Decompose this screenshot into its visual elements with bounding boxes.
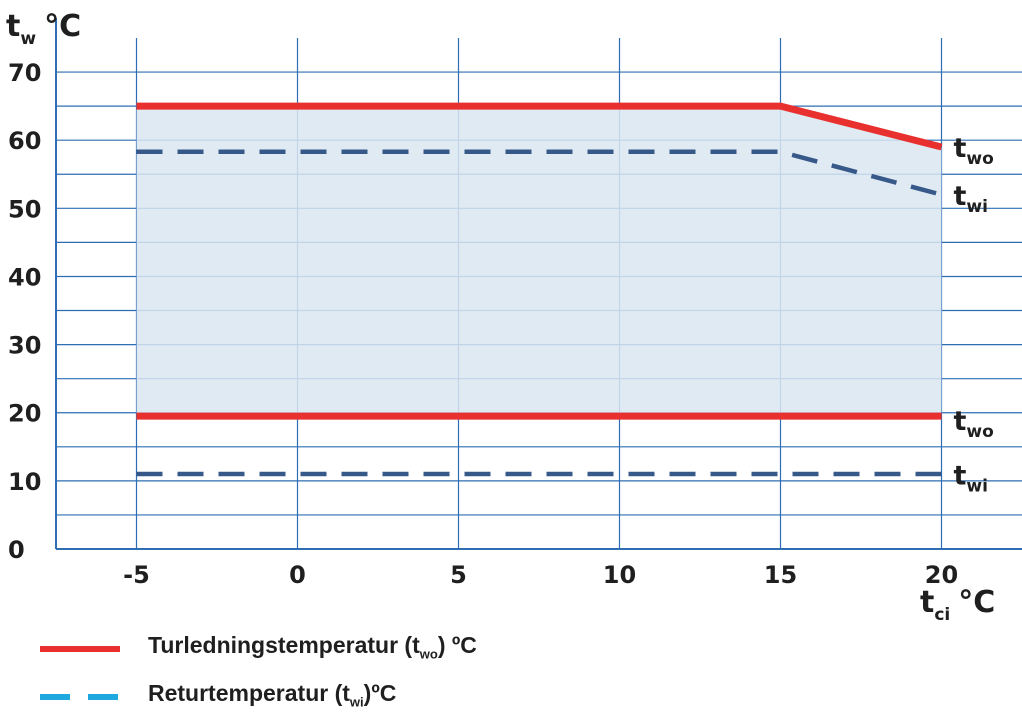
x-tick-label: 20 (925, 561, 958, 589)
x-tick-label: 0 (289, 561, 306, 589)
x-axis-label: tci °C (920, 585, 995, 620)
line-label: two (954, 406, 994, 442)
x-tick-label: 5 (450, 561, 467, 589)
legend-item-flow: Turledningstemperatur (two) ºC (40, 628, 740, 668)
y-tick-label: 60 (8, 127, 41, 155)
series-line-wi_upper (136, 149, 943, 197)
y-tick-label: 30 (8, 332, 41, 360)
line-label: twi (954, 181, 988, 217)
y-tick-label: 20 (8, 400, 41, 428)
x-tick-label: 15 (764, 561, 797, 589)
x-tick-label: -5 (123, 561, 150, 589)
y-tick-label: 50 (8, 195, 41, 223)
y-tick-labels: 0 10 20 30 40 50 60 70 (8, 59, 41, 564)
series-layer (136, 102, 943, 477)
y-tick-label: 70 (8, 59, 41, 87)
legend-flow-text: Turledningstemperatur (two) ºC (148, 632, 477, 662)
line-labels: two twi two twi (954, 133, 994, 496)
line-label: twi (954, 460, 988, 496)
legend-dashed-swatch (40, 694, 120, 700)
operating-area (136, 106, 942, 417)
line-label: two (954, 133, 994, 169)
legend-solid-swatch (40, 646, 120, 652)
y-tick-label: 0 (8, 536, 25, 564)
y-axis-label: tw °C (6, 9, 81, 49)
x-tick-label: 10 (603, 561, 636, 589)
x-tick-labels: -5 0 5 10 15 20 (123, 561, 958, 589)
y-tick-label: 40 (8, 263, 41, 291)
legend-return-text: Returtemperatur (twi)ºC (148, 680, 397, 710)
y-tick-label: 10 (8, 468, 41, 496)
legend-item-return: Returtemperatur (twi)ºC (40, 676, 740, 716)
series-line-wo_upper (136, 102, 943, 151)
